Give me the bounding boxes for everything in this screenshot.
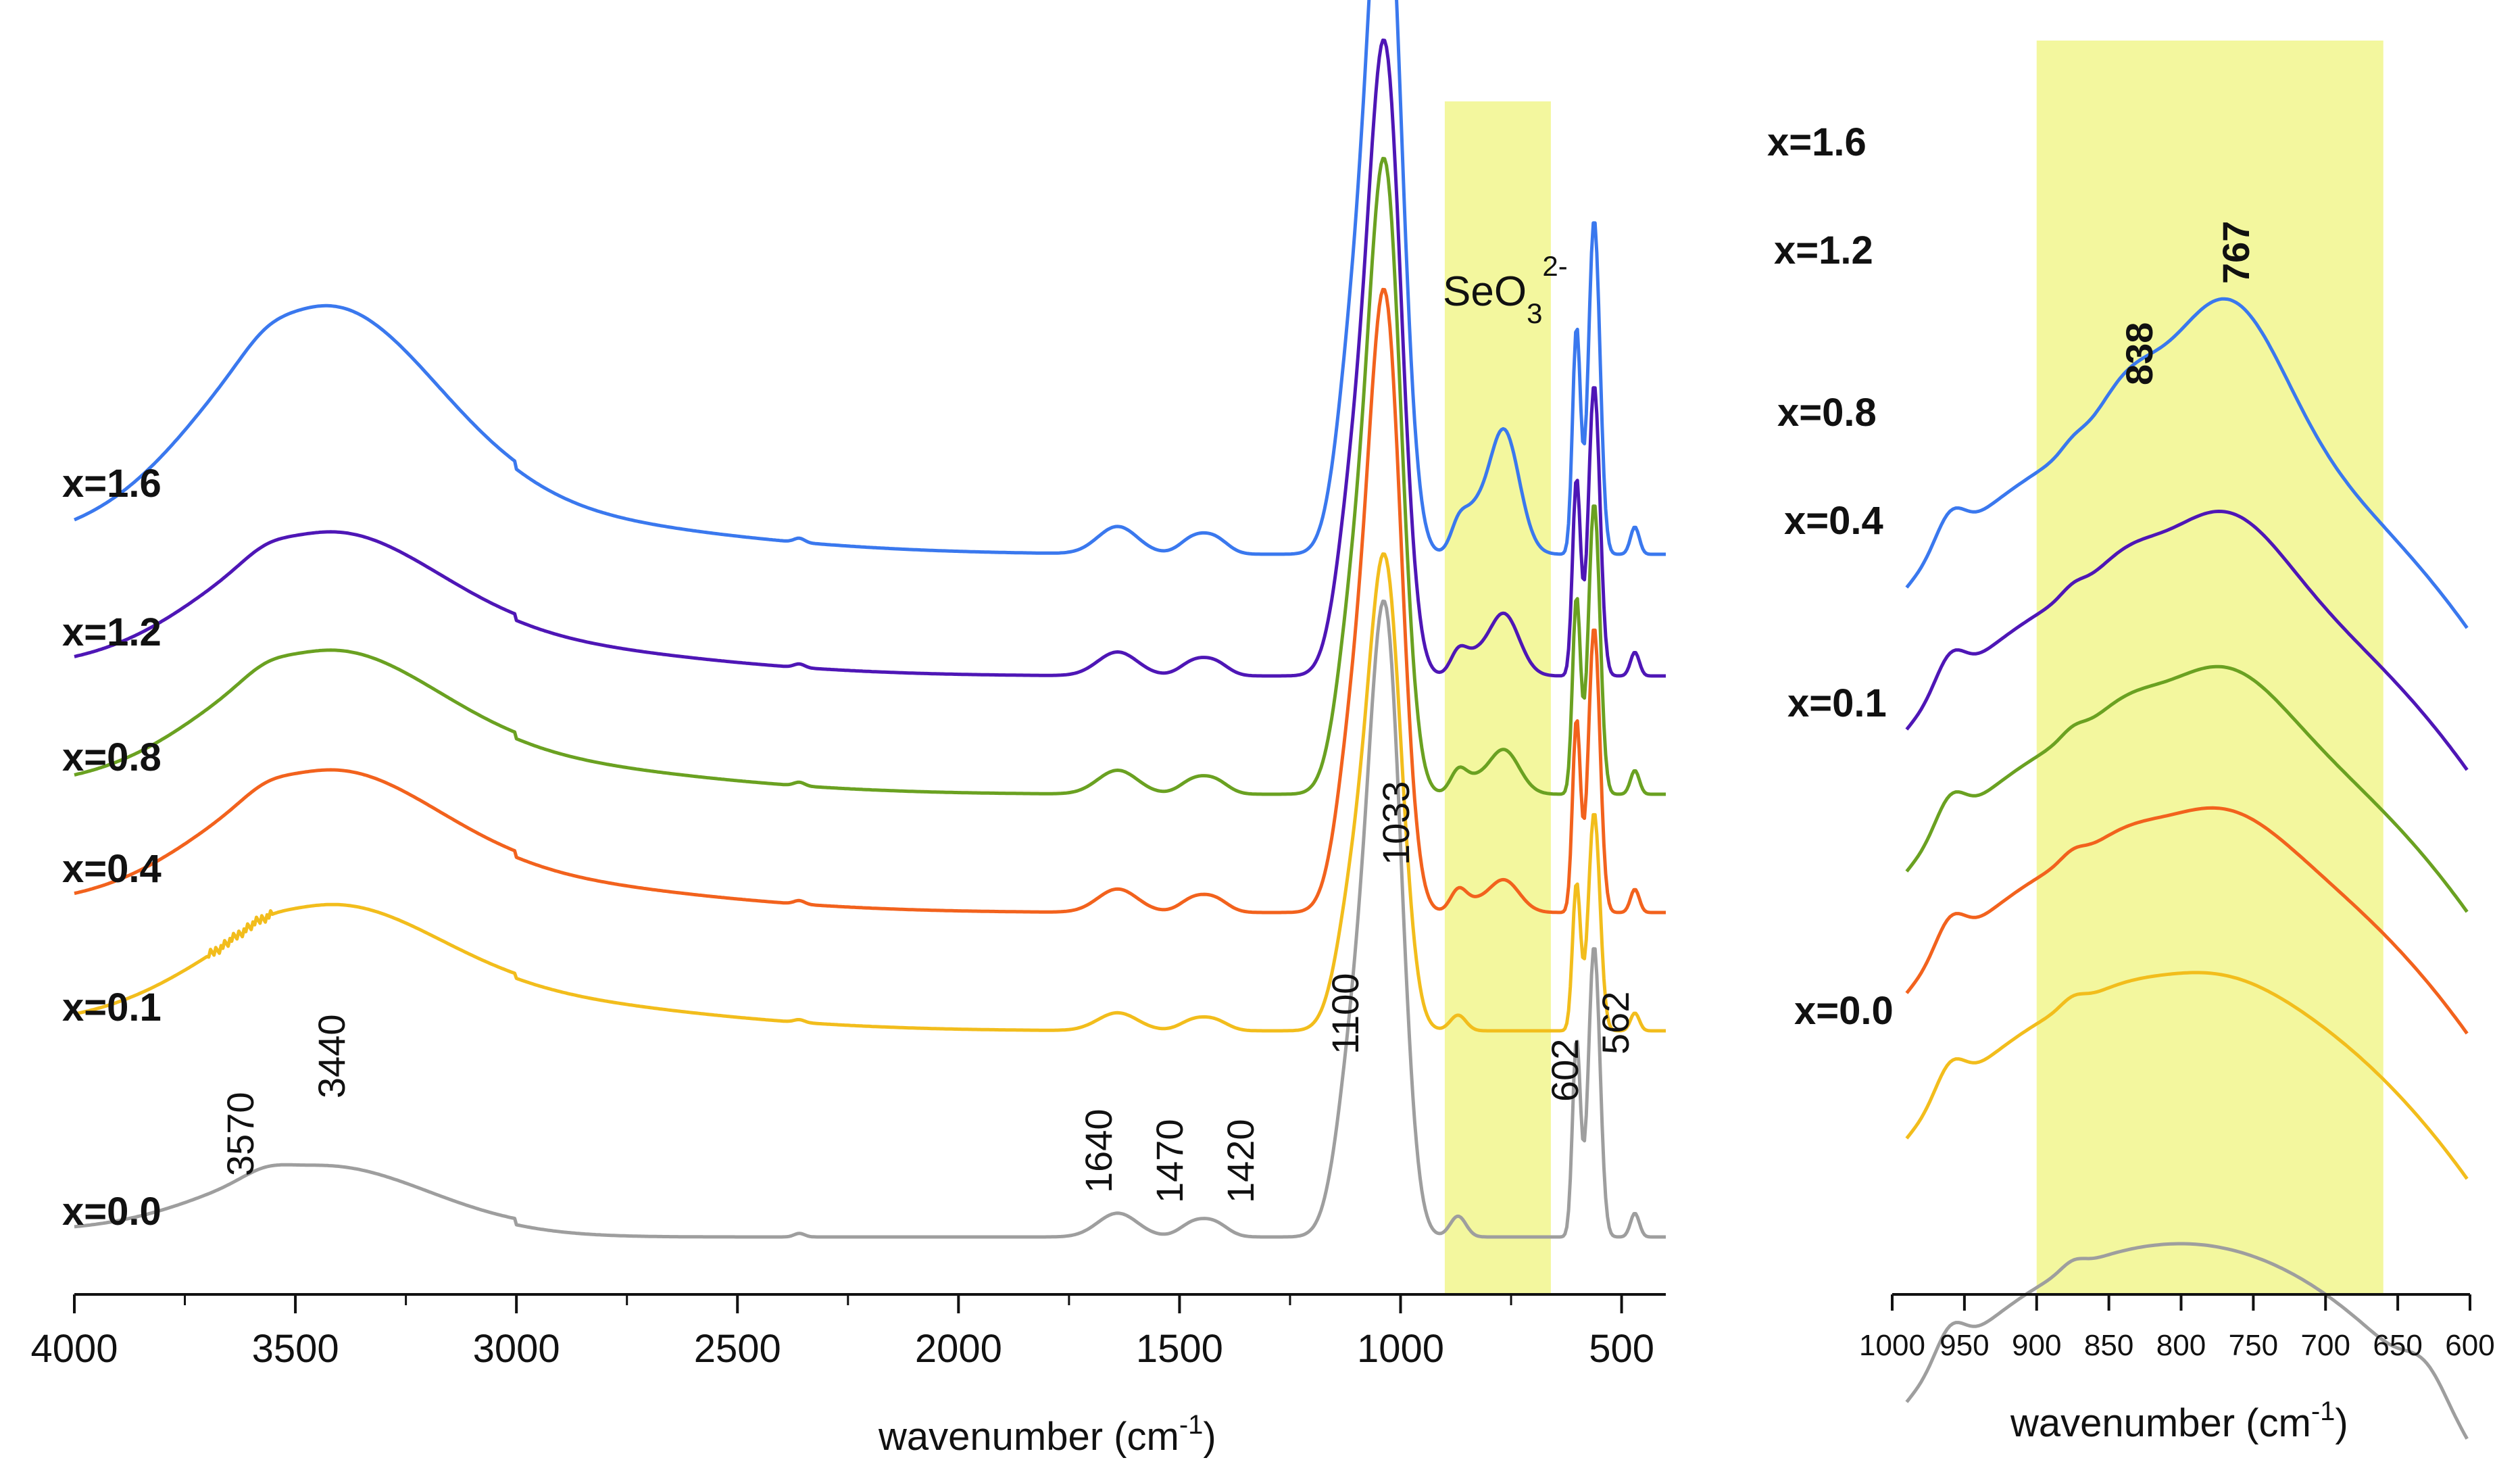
inset-x-tick-label-650: 650 — [2373, 1329, 2422, 1362]
main-x-tick-label-1000: 1000 — [1357, 1327, 1444, 1371]
inset-series-group — [1905, 297, 2469, 1440]
main-series-line-x-0-4 — [74, 287, 1666, 915]
seo3-band-label: SeO32- — [1443, 250, 1568, 329]
main-peak-label-1100: 1100 — [1324, 973, 1366, 1054]
inset-series-label-x-0-1: x=0.1 — [1787, 681, 1887, 725]
main-series-labels: x=0.0 x=0.1 x=0.4 x=0.8 x=1.2 x=1.6 — [62, 462, 162, 1234]
inset-series-line-x-0-4 — [1905, 806, 2469, 1035]
main-x-axis: 4000 3500 3000 2500 2000 1500 1000 500 — [30, 1293, 1666, 1371]
inset-series-label-x-1-6: x=1.6 — [1767, 120, 1867, 164]
inset-series-label-x-0-4: x=0.4 — [1784, 499, 1883, 543]
main-series-label-x-0-0: x=0.0 — [62, 1190, 162, 1234]
main-series-label-x-1-2: x=1.2 — [62, 610, 162, 654]
inset-x-axis: 1000 950 900 850 800 750 700 650 600 — [1859, 1293, 2495, 1362]
main-x-tick-label-500: 500 — [1589, 1327, 1654, 1371]
main-x-tick-label-2500: 2500 — [694, 1327, 781, 1371]
inset-peak-label-838: 838 — [2118, 322, 2160, 385]
inset-x-tick-label-850: 850 — [2084, 1329, 2133, 1362]
main-x-tick-label-4000: 4000 — [30, 1327, 118, 1371]
inset-series-label-x-0-0: x=0.0 — [1794, 989, 1894, 1033]
seo3-highlight-band — [1444, 101, 1551, 1294]
main-series-line-x-1-6 — [74, 0, 1666, 556]
inset-series-label-x-0-8: x=0.8 — [1777, 391, 1877, 435]
main-x-axis-title: wavenumber (cm-1) — [878, 1410, 1216, 1459]
inset-series-labels: x=0.0 x=0.1 x=0.4 x=0.8 x=1.2 x=1.6 — [1767, 120, 1894, 1033]
inset-series-line-x-1-2 — [1905, 510, 2469, 771]
main-peak-label-1470: 1470 — [1148, 1119, 1191, 1203]
main-series-group — [74, 0, 1666, 1239]
inset-x-tick-label-750: 750 — [2229, 1329, 2278, 1362]
main-series-line-x-0-8 — [74, 157, 1666, 796]
inset-series-line-x-1-6 — [1905, 297, 2469, 629]
inset-peak-annotations: 838 767 — [2118, 221, 2257, 385]
inset-x-tick-label-800: 800 — [2156, 1329, 2206, 1362]
inset-x-tick-label-900: 900 — [2012, 1329, 2061, 1362]
main-series-line-x-0-0 — [74, 600, 1666, 1239]
inset-series-line-x-0-0 — [1905, 1242, 2469, 1440]
inset-x-tick-label-1000: 1000 — [1859, 1329, 1925, 1362]
inset-x-tick-label-600: 600 — [2445, 1329, 2494, 1362]
main-x-tick-label-3500: 3500 — [252, 1327, 339, 1371]
main-series-label-x-0-8: x=0.8 — [62, 735, 162, 779]
main-series-label-x-1-6: x=1.6 — [62, 462, 162, 506]
main-peak-label-602: 602 — [1543, 1039, 1586, 1102]
main-series-line-x-0-1 — [74, 552, 1666, 1033]
inset-x-tick-label-950: 950 — [1940, 1329, 1989, 1362]
inset-peak-label-767: 767 — [2215, 221, 2257, 284]
main-peak-label-1640: 1640 — [1077, 1109, 1120, 1193]
main-series-label-x-0-4: x=0.4 — [62, 847, 162, 891]
main-peak-label-1033: 1033 — [1375, 781, 1417, 865]
main-x-tick-label-2000: 2000 — [915, 1327, 1002, 1371]
main-x-tick-label-3000: 3000 — [473, 1327, 560, 1371]
main-peak-label-562: 562 — [1594, 992, 1637, 1054]
main-peak-label-1420: 1420 — [1219, 1119, 1262, 1203]
main-peak-label-3570: 3570 — [219, 1092, 262, 1176]
inset-series-label-x-1-2: x=1.2 — [1774, 228, 1873, 272]
inset-spectra-panel: 1000 950 900 850 800 750 700 650 600 x=0.0x=0.1x… — [1767, 41, 2495, 1445]
main-series-label-x-0-1: x=0.1 — [62, 986, 162, 1029]
main-series-line-x-1-2 — [74, 39, 1666, 678]
inset-series-line-x-0-8 — [1905, 664, 2469, 913]
inset-x-axis-title: wavenumber (cm-1) — [2010, 1396, 2348, 1445]
main-x-tick-label-1500: 1500 — [1136, 1327, 1223, 1371]
main-spectra-panel: 4000 3500 3000 2500 2000 1500 1000 500 x=0.0x=0… — [30, 0, 1666, 1459]
inset-series-line-x-0-1 — [1905, 971, 2469, 1180]
main-peak-label-3440: 3440 — [310, 1014, 353, 1098]
inset-x-tick-label-700: 700 — [2301, 1329, 2350, 1362]
